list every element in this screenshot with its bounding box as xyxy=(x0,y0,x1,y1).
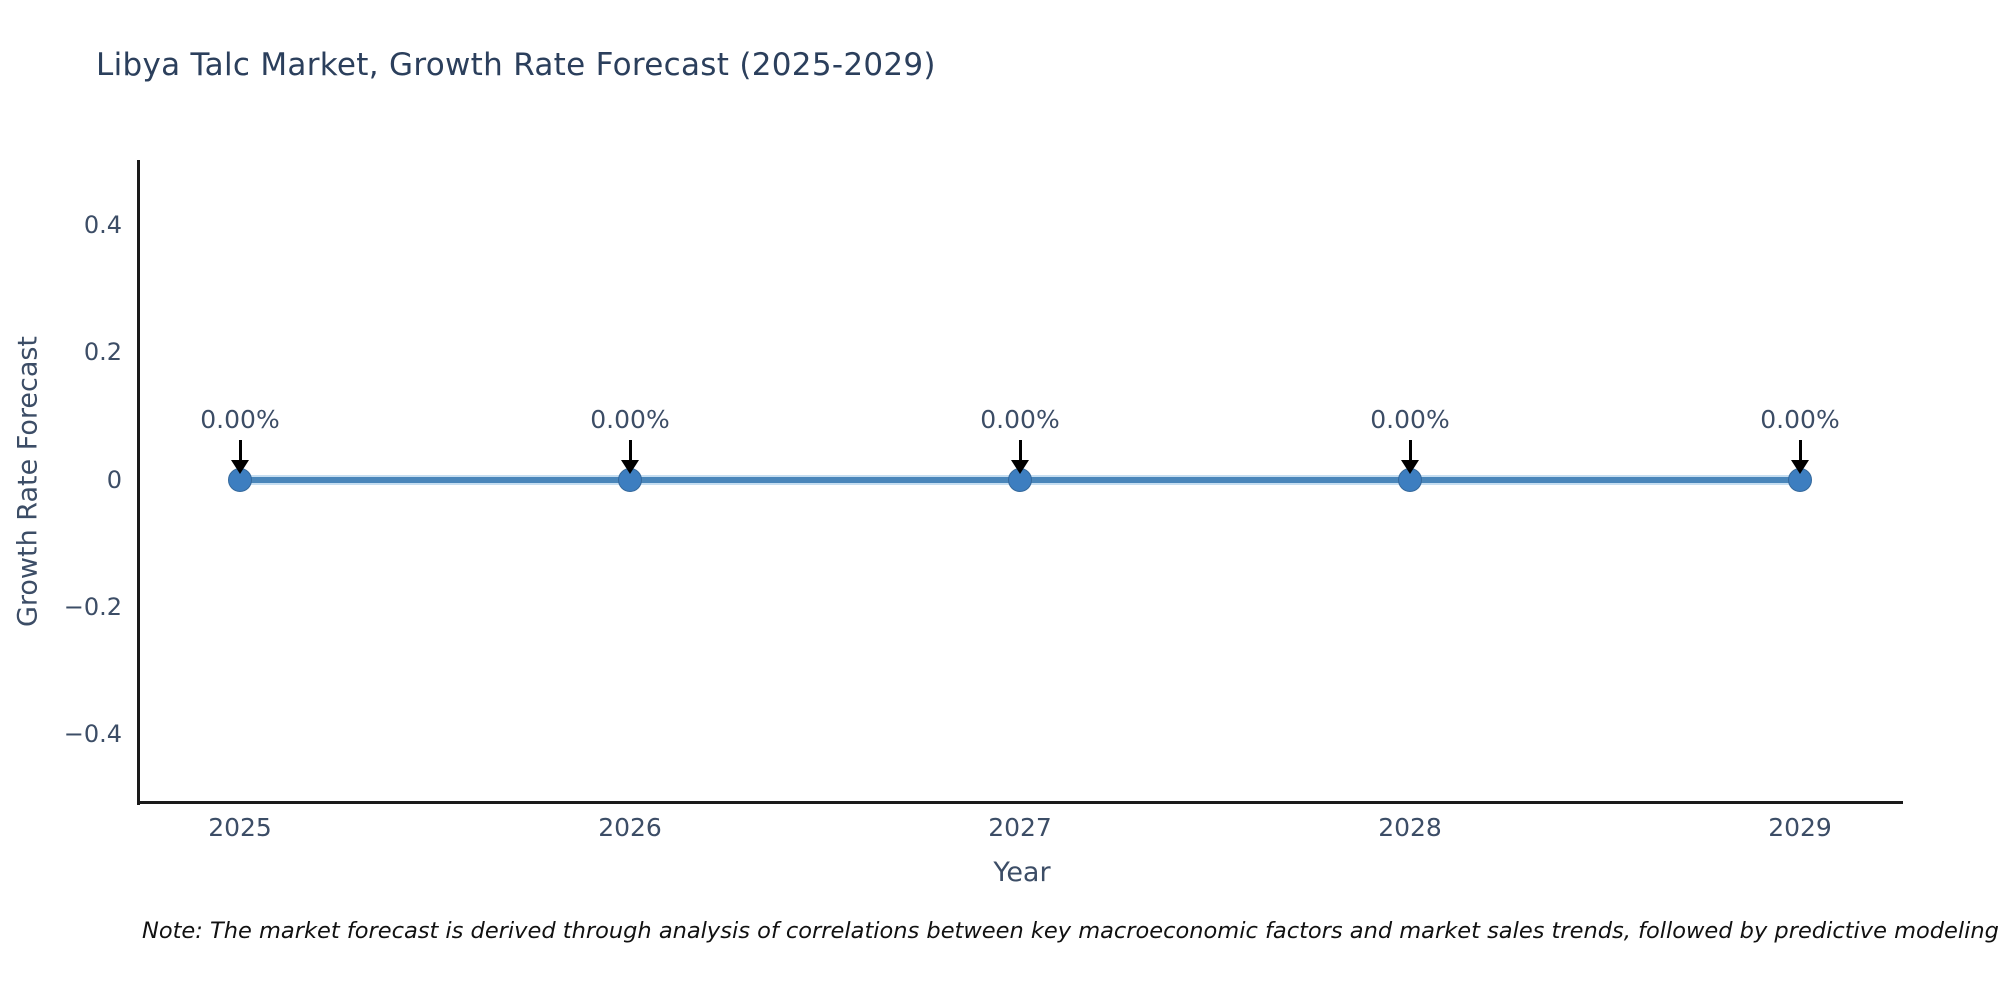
x-tick-label: 2027 xyxy=(988,813,1052,842)
y-tick-label: −0.4 xyxy=(63,720,122,748)
annotation-arrow-shaft xyxy=(1018,440,1022,462)
y-tick-label: 0.4 xyxy=(83,211,122,239)
y-tick-label: 0 xyxy=(106,466,122,494)
annotation-arrow-shaft xyxy=(1798,440,1802,462)
chart-title: Libya Talc Market, Growth Rate Forecast … xyxy=(96,47,936,83)
annotation-label: 0.00% xyxy=(1760,405,1840,434)
annotation-label: 0.00% xyxy=(590,405,670,434)
annotation-arrow-shaft xyxy=(1408,440,1412,462)
x-tick-label: 2029 xyxy=(1768,813,1832,842)
annotation-label: 0.00% xyxy=(1370,405,1450,434)
annotation-arrow-head-icon xyxy=(1791,460,1809,474)
annotation-arrow-shaft xyxy=(238,440,242,462)
y-axis-line xyxy=(137,160,140,805)
y-tick-label: 0.2 xyxy=(83,338,122,366)
annotation-label: 0.00% xyxy=(200,405,280,434)
y-tick-label: −0.2 xyxy=(63,593,122,621)
annotation-arrow-head-icon xyxy=(1401,460,1419,474)
x-tick-label: 2025 xyxy=(208,813,272,842)
annotation-arrow-head-icon xyxy=(231,460,249,474)
x-tick-label: 2028 xyxy=(1378,813,1442,842)
annotation-label: 0.00% xyxy=(980,405,1060,434)
x-tick-label: 2026 xyxy=(598,813,662,842)
chart-footnote: Note: The market forecast is derived thr… xyxy=(142,918,2000,944)
annotation-arrow-shaft xyxy=(628,440,632,462)
x-axis-line xyxy=(137,801,1903,804)
annotation-arrow-head-icon xyxy=(621,460,639,474)
x-axis-title: Year xyxy=(993,857,1051,888)
annotation-arrow-head-icon xyxy=(1011,460,1029,474)
